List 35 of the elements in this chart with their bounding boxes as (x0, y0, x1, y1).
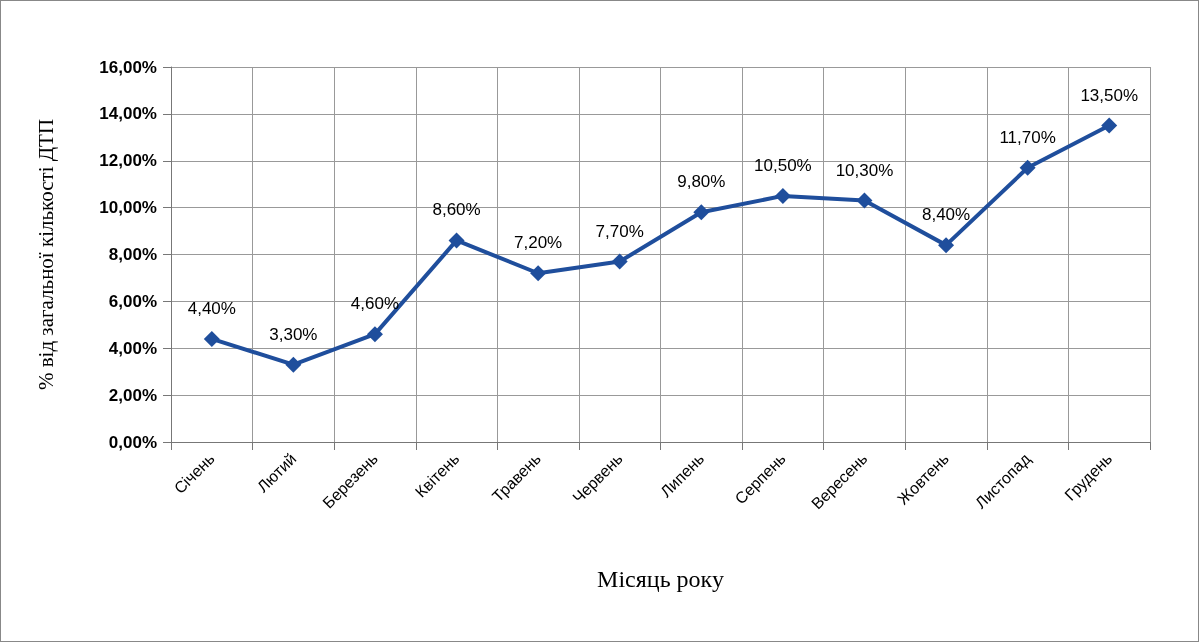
point (366, 326, 383, 343)
y-axis-title: % від загальної кількості ДТП (33, 118, 58, 391)
data-label: 11,70% (999, 127, 1056, 147)
data-label: 10,30% (835, 160, 894, 180)
point (285, 356, 302, 373)
data-label: 4,40% (187, 298, 236, 318)
point (1019, 159, 1036, 176)
point (530, 265, 547, 282)
data-label: 13,50% (1080, 85, 1139, 105)
y-tick-label: 4,00% (108, 338, 157, 358)
point (693, 204, 710, 221)
y-tick-label: 8,00% (108, 245, 157, 264)
data-label: 10,50% (754, 155, 812, 175)
point (448, 232, 465, 249)
data-label: 8,60% (432, 200, 481, 220)
point (774, 187, 791, 204)
y-tick-label: 10,00% (99, 198, 157, 218)
data-label: 3,30% (269, 324, 318, 344)
y-tick-label: 6,00% (108, 291, 157, 311)
y-tick-label: 0,00% (108, 432, 157, 452)
data-label: 9,80% (677, 172, 726, 192)
y-tick-label: 12,00% (99, 151, 157, 171)
point (938, 237, 955, 254)
x-axis-title: Місяць року (597, 566, 724, 592)
data-label: 8,40% (921, 205, 971, 225)
y-tick-label: 2,00% (108, 385, 157, 405)
point (856, 192, 873, 209)
point (203, 330, 220, 347)
data-label: 7,20% (514, 233, 563, 253)
data-label: 7,70% (595, 221, 644, 241)
point (611, 253, 628, 270)
y-tick-label: 14,00% (99, 104, 157, 124)
data-label: 4,60% (350, 294, 400, 314)
point (1101, 117, 1118, 134)
y-tick-label: 16,00% (99, 57, 157, 77)
